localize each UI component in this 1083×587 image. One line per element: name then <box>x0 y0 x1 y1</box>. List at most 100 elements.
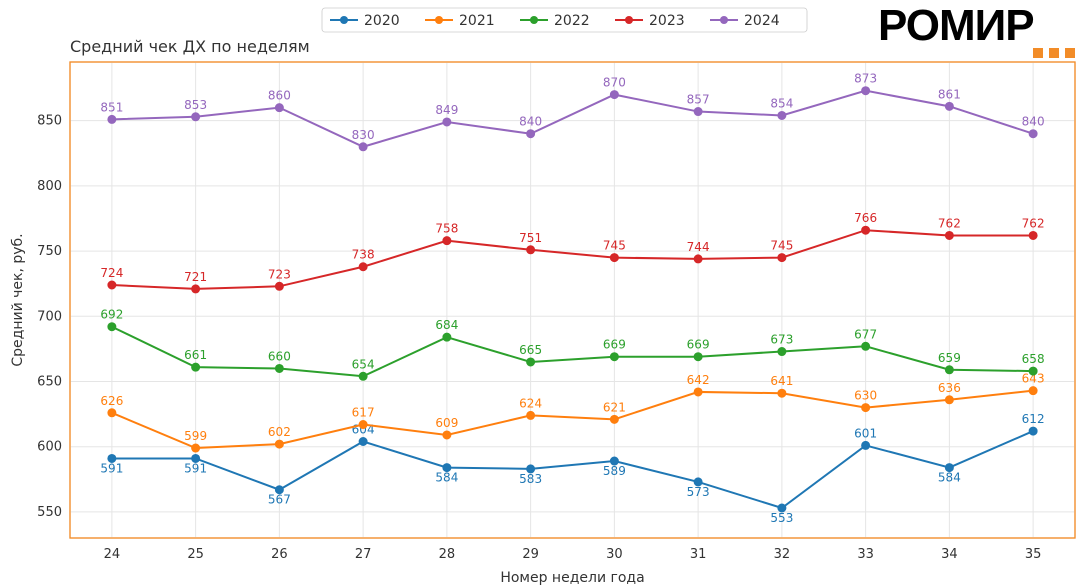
data-label-2024: 840 <box>1022 115 1045 129</box>
data-label-2021: 602 <box>268 425 291 439</box>
series-marker-2022 <box>359 372 367 380</box>
series-marker-2023 <box>694 255 702 263</box>
x-tick-label: 24 <box>104 547 121 562</box>
legend-label-2023: 2023 <box>649 13 685 29</box>
x-tick-label: 25 <box>187 547 204 562</box>
x-tick-label: 32 <box>774 547 791 562</box>
data-label-2020: 583 <box>519 472 542 486</box>
data-label-2023: 745 <box>770 239 793 253</box>
data-label-2024: 853 <box>184 98 207 112</box>
data-label-2024: 873 <box>854 72 877 86</box>
data-label-2024: 860 <box>268 89 291 103</box>
series-marker-2024 <box>443 118 451 126</box>
series-marker-2023 <box>108 281 116 289</box>
y-tick-label: 850 <box>37 114 62 129</box>
data-label-2023: 758 <box>435 222 458 236</box>
data-label-2023: 744 <box>687 240 710 254</box>
logo-text: РОМИР <box>878 1 1034 50</box>
data-label-2020: 601 <box>854 426 877 440</box>
data-label-2024: 849 <box>435 103 458 117</box>
y-tick-label: 800 <box>37 179 62 194</box>
series-marker-2023 <box>527 246 535 254</box>
data-label-2022: 661 <box>184 348 207 362</box>
data-label-2024: 857 <box>687 93 710 107</box>
series-marker-2024 <box>359 143 367 151</box>
data-label-2020: 553 <box>770 511 793 525</box>
chart-title: Средний чек ДХ по неделям <box>70 37 310 56</box>
data-label-2020: 567 <box>268 493 291 507</box>
data-label-2021: 617 <box>352 406 375 420</box>
data-label-2021: 630 <box>854 389 877 403</box>
y-tick-label: 550 <box>37 505 62 520</box>
data-label-2022: 665 <box>519 343 542 357</box>
data-label-2021: 641 <box>770 374 793 388</box>
data-label-2021: 642 <box>687 373 710 387</box>
x-tick-label: 26 <box>271 547 288 562</box>
series-marker-2023 <box>1029 231 1037 239</box>
series-marker-2021 <box>778 389 786 397</box>
series-marker-2021 <box>694 388 702 396</box>
data-label-2022: 654 <box>352 357 375 371</box>
series-marker-2022 <box>192 363 200 371</box>
data-label-2024: 840 <box>519 115 542 129</box>
series-marker-2024 <box>527 130 535 138</box>
x-axis-label: Номер недели года <box>500 570 644 586</box>
legend-label-2024: 2024 <box>744 13 780 29</box>
series-marker-2024 <box>694 108 702 116</box>
data-label-2022: 692 <box>100 308 123 322</box>
data-label-2023: 723 <box>268 267 291 281</box>
series-marker-2021 <box>443 431 451 439</box>
data-label-2020: 584 <box>435 471 458 485</box>
data-label-2023: 738 <box>352 248 375 262</box>
series-marker-2022 <box>610 353 618 361</box>
series-marker-2023 <box>359 263 367 271</box>
legend-label-2022: 2022 <box>554 13 590 29</box>
data-label-2023: 745 <box>603 239 626 253</box>
series-marker-2022 <box>108 323 116 331</box>
series-marker-2023 <box>275 282 283 290</box>
x-tick-label: 31 <box>690 547 707 562</box>
y-tick-label: 750 <box>37 244 62 259</box>
chart-container: 5506006507007508008502425262728293031323… <box>0 0 1083 587</box>
data-label-2022: 673 <box>770 333 793 347</box>
x-tick-label: 29 <box>522 547 539 562</box>
y-tick-label: 600 <box>37 440 62 455</box>
data-label-2024: 861 <box>938 87 961 101</box>
logo-square <box>1065 48 1075 58</box>
x-tick-label: 33 <box>857 547 874 562</box>
data-label-2023: 762 <box>938 216 961 230</box>
data-label-2021: 624 <box>519 396 542 410</box>
series-marker-2022 <box>1029 367 1037 375</box>
series-marker-2021 <box>610 415 618 423</box>
series-marker-2024 <box>1029 130 1037 138</box>
x-tick-label: 30 <box>606 547 623 562</box>
series-marker-2022 <box>945 366 953 374</box>
series-marker-2024 <box>778 111 786 119</box>
series-marker-2023 <box>862 226 870 234</box>
series-marker-2021 <box>527 411 535 419</box>
data-label-2023: 724 <box>100 266 123 280</box>
series-marker-2024 <box>108 115 116 123</box>
data-label-2022: 659 <box>938 351 961 365</box>
series-marker-2021 <box>359 421 367 429</box>
data-label-2023: 766 <box>854 211 877 225</box>
x-tick-label: 28 <box>439 547 456 562</box>
series-marker-2023 <box>945 231 953 239</box>
series-marker-2020 <box>862 441 870 449</box>
y-tick-label: 700 <box>37 309 62 324</box>
data-label-2024: 870 <box>603 76 626 90</box>
y-tick-label: 650 <box>37 375 62 390</box>
data-label-2021: 626 <box>100 394 123 408</box>
data-label-2022: 669 <box>687 338 710 352</box>
data-label-2022: 658 <box>1022 352 1045 366</box>
data-label-2020: 589 <box>603 464 626 478</box>
series-marker-2022 <box>275 364 283 372</box>
data-label-2021: 636 <box>938 381 961 395</box>
logo-square <box>1049 48 1059 58</box>
data-label-2024: 830 <box>352 128 375 142</box>
chart-svg: 5506006507007508008502425262728293031323… <box>0 0 1083 587</box>
legend-label-2020: 2020 <box>364 13 400 29</box>
data-label-2022: 677 <box>854 327 877 341</box>
logo-square <box>1033 48 1043 58</box>
series-marker-2022 <box>443 333 451 341</box>
